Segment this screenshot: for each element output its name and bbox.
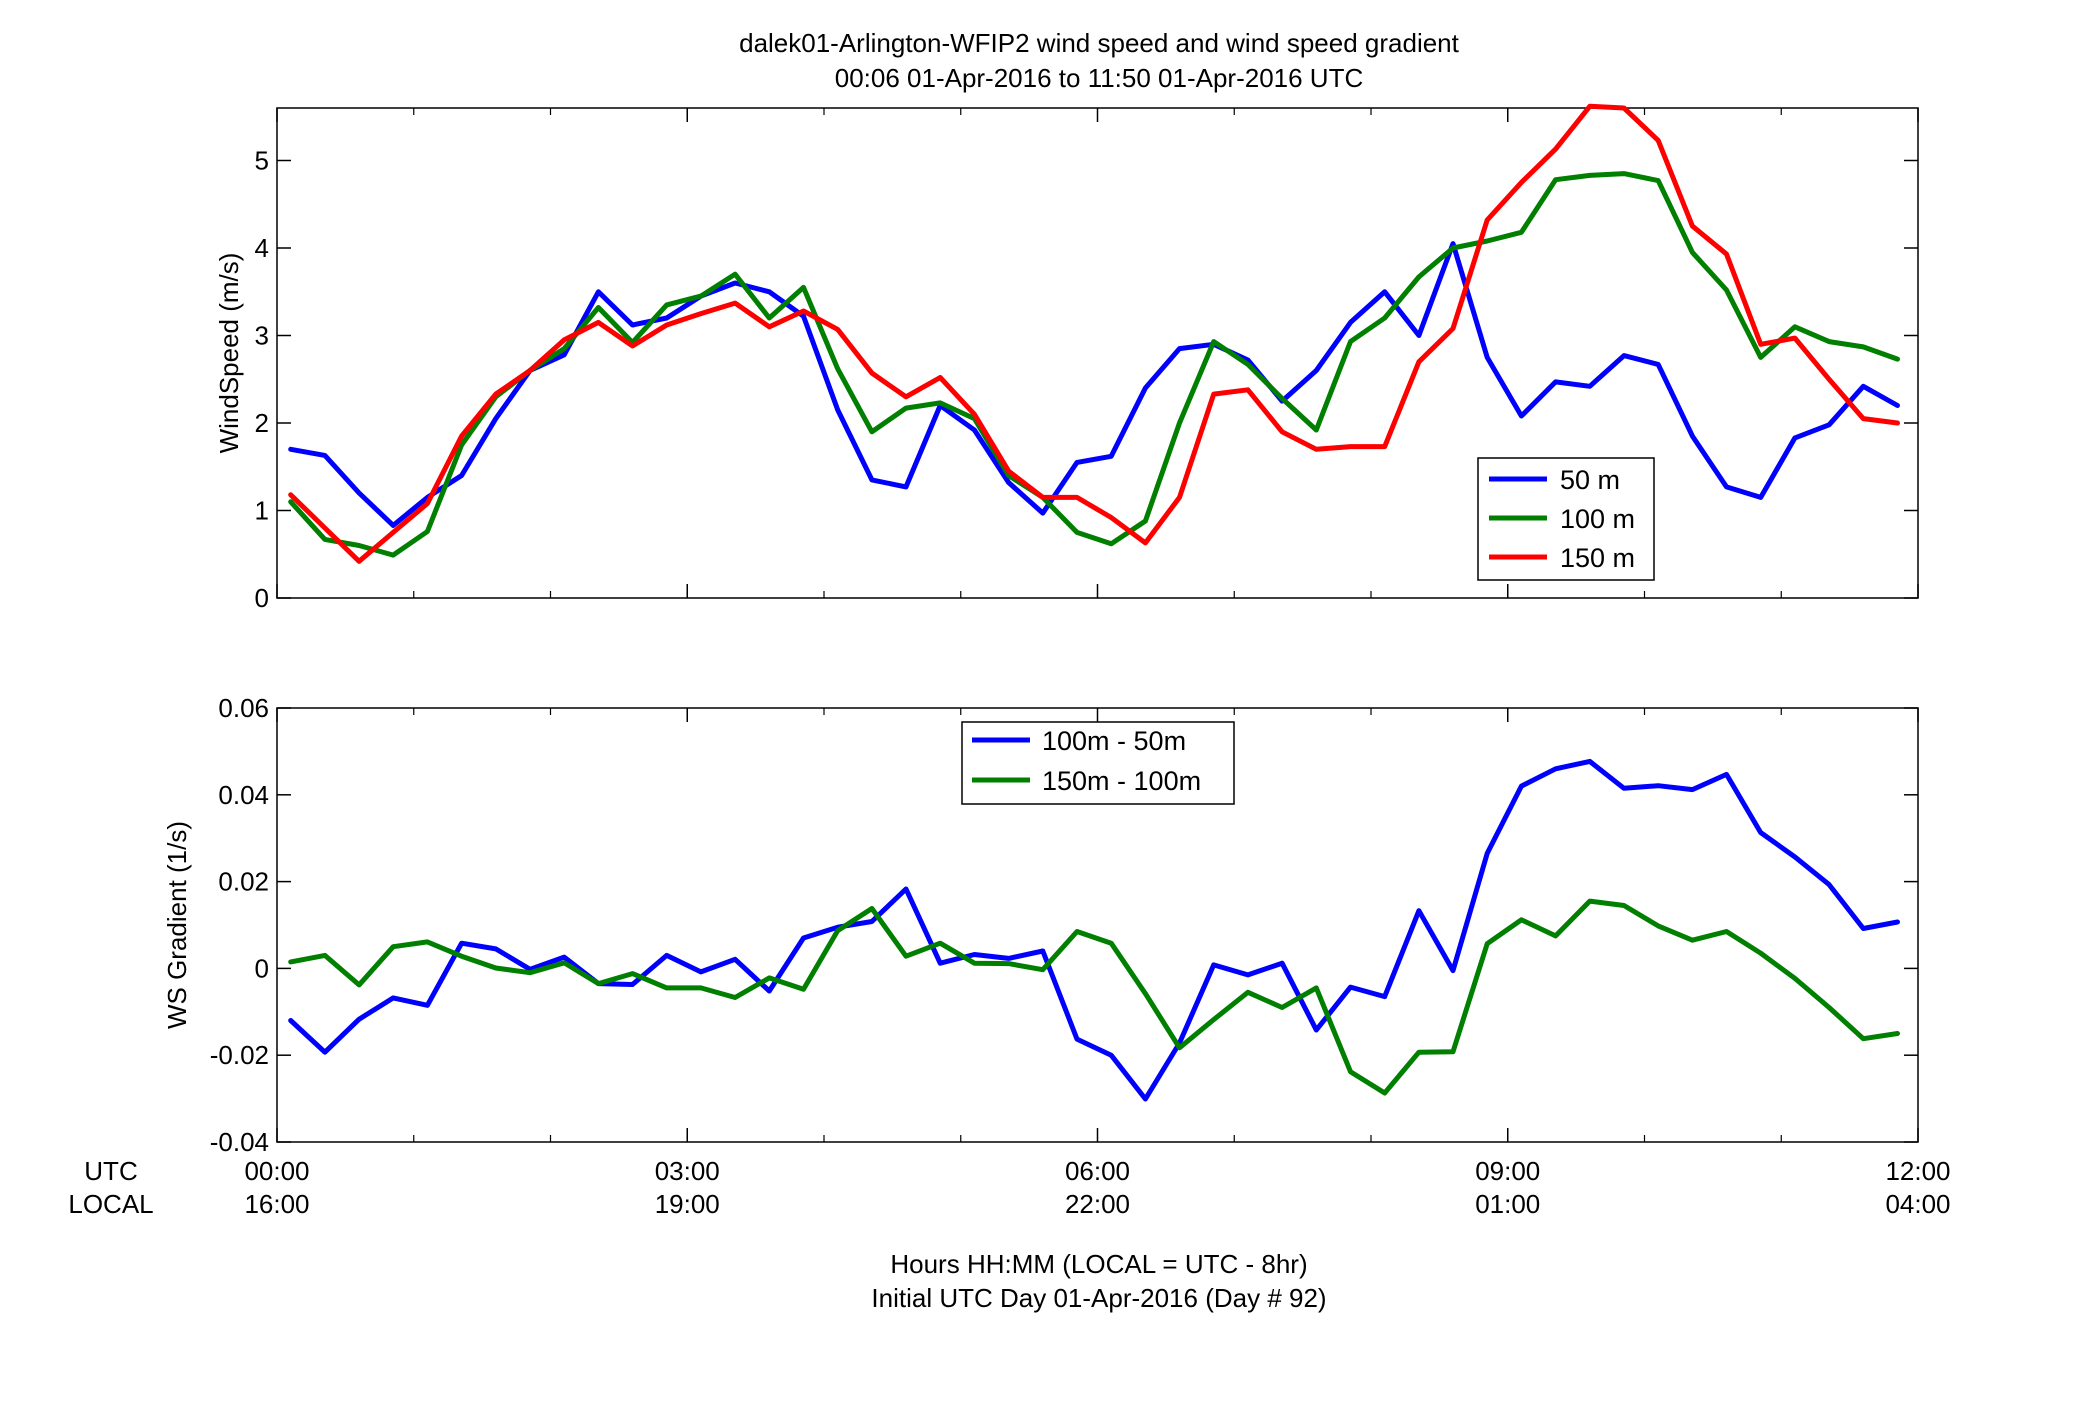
gradient-legend: 100m - 50m 150m - 100m [961,721,1235,805]
legend-label-100m-50m: 100m - 50m [1042,726,1186,756]
windspeed-plot-frame [276,107,1919,599]
chart-title: dalek01-Arlington-WFIP2 wind speed and w… [739,28,1460,58]
gradient-axis-ticks: -0.04 -0.02 0 0.02 0.04 0.06 [210,693,1919,1157]
gradient-ytick-label: 0.06 [218,693,269,723]
gradient-ytick-label: 0 [255,953,269,983]
xtick-label-local: 04:00 [1885,1189,1950,1219]
windspeed-series-150m-line [288,103,1900,564]
windspeed-series-100m-line [288,171,1900,558]
windspeed-series-50m-line [288,241,1900,528]
local-row-label: LOCAL [68,1189,153,1219]
windspeed-ylabel: WindSpeed (m/s) [214,253,244,454]
windspeed-panel: 0 1 2 3 4 5 WindSpeed (m/s) 50 m 100 m 150 m [214,103,1919,613]
gradient-series-lines [288,758,1900,1102]
xtick-label-utc: 06:00 [1065,1156,1130,1186]
xtick-label-utc: 12:00 [1885,1156,1950,1186]
gradient-series-100m-50m-line [288,758,1900,1102]
xtick-label-utc: 03:00 [655,1156,720,1186]
xtick-label-utc: 00:00 [244,1156,309,1186]
windspeed-legend: 50 m 100 m 150 m [1477,457,1655,581]
gradient-ytick-label: 0.04 [218,780,269,810]
windspeed-axis-ticks: 0 1 2 3 4 5 [255,108,1919,613]
windspeed-ytick-label: 5 [255,146,269,176]
utc-row-label: UTC [84,1156,137,1186]
gradient-panel: -0.04 -0.02 0 0.02 0.04 0.06 WS Gradient (1/s… [162,693,1919,1157]
legend-label-100m: 100 m [1560,504,1635,534]
windspeed-ytick-label: 3 [255,321,269,351]
gradient-ytick-label: 0.02 [218,867,269,897]
windspeed-ytick-label: 2 [255,408,269,438]
legend-label-50m: 50 m [1560,465,1620,495]
xtick-label-local: 01:00 [1475,1189,1540,1219]
windspeed-ytick-label: 4 [255,233,269,263]
xtick-label-local: 16:00 [244,1189,309,1219]
legend-label-150m: 150 m [1560,543,1635,573]
windspeed-ytick-label: 0 [255,583,269,613]
xtick-label-utc: 09:00 [1475,1156,1540,1186]
xlabel-line2: Initial UTC Day 01-Apr-2016 (Day # 92) [871,1283,1326,1313]
gradient-ytick-label: -0.04 [210,1127,269,1157]
legend-label-150m-100m: 150m - 100m [1042,766,1201,796]
windspeed-series-lines [288,103,1900,564]
chart-subtitle: 00:06 01-Apr-2016 to 11:50 01-Apr-2016 U… [835,63,1364,93]
gradient-series-150m-100m-line [288,898,1900,1096]
xtick-label-local: 22:00 [1065,1189,1130,1219]
windspeed-ytick-label: 1 [255,496,269,526]
gradient-ylabel: WS Gradient (1/s) [162,821,192,1029]
xtick-label-local: 19:00 [655,1189,720,1219]
gradient-ytick-label: -0.02 [210,1040,269,1070]
xlabel-line1: Hours HH:MM (LOCAL = UTC - 8hr) [890,1249,1307,1279]
